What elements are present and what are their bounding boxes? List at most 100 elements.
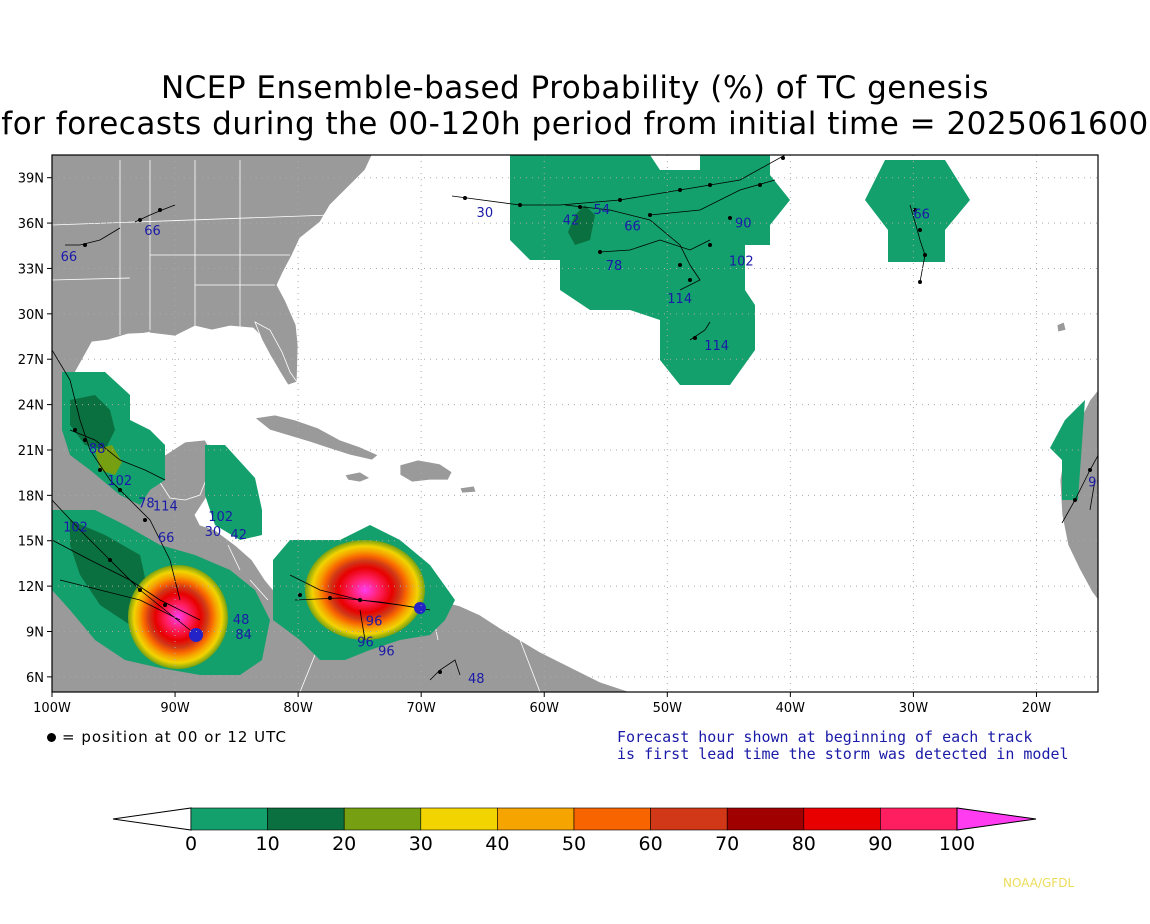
colorbar-label: 20 bbox=[332, 833, 356, 855]
colorbar-swatch bbox=[650, 807, 728, 831]
forecast-hour-label: 48 bbox=[233, 613, 250, 628]
lat-label: 27N bbox=[18, 353, 44, 368]
lat-label: 21N bbox=[18, 444, 44, 459]
forecast-hour-label: 66 bbox=[624, 220, 641, 235]
position-dot bbox=[118, 488, 122, 492]
position-dot bbox=[918, 228, 922, 232]
position-dot bbox=[708, 243, 712, 247]
position-dot bbox=[678, 263, 682, 267]
position-dot bbox=[138, 218, 142, 222]
forecast-hour-label: 96 bbox=[357, 636, 374, 651]
forecast-hour-label: 66 bbox=[913, 208, 930, 223]
colorbar-label: 50 bbox=[562, 833, 586, 855]
colorbar-label: 90 bbox=[868, 833, 892, 855]
forecast-hour-label: 42 bbox=[563, 214, 580, 229]
position-dot bbox=[693, 336, 697, 340]
colorbar-swatch bbox=[343, 807, 422, 831]
track-sa-1 bbox=[429, 659, 461, 681]
track-positions bbox=[73, 156, 1092, 674]
colorbar: 0 10 20 30 40 50 60 70 80 90 100 bbox=[112, 807, 1037, 855]
forecast-hour-label: 48 bbox=[468, 672, 485, 687]
colorbar-swatch bbox=[190, 807, 268, 831]
forecast-note-line2: is first lead time the storm was detecte… bbox=[617, 745, 1069, 763]
lat-label: 9N bbox=[26, 625, 44, 640]
position-dot bbox=[923, 253, 927, 257]
position-dot bbox=[688, 278, 692, 282]
land-puerto-rico bbox=[459, 485, 477, 494]
land-jamaica bbox=[344, 471, 371, 483]
prob-region-atlantic-dark bbox=[568, 205, 595, 245]
track-us-1 bbox=[134, 204, 176, 223]
track-car-3 bbox=[359, 609, 366, 641]
colorbar-swatch bbox=[803, 807, 881, 831]
track-atl-2 bbox=[564, 204, 701, 291]
forecast-hour-label: 84 bbox=[235, 628, 252, 643]
track-pac-3 bbox=[59, 579, 181, 621]
prob-region-belize bbox=[205, 445, 262, 540]
position-dot bbox=[578, 205, 582, 209]
track-afr-2 bbox=[1089, 479, 1096, 511]
map-title-line2: for forecasts during the 00-120h period … bbox=[1, 106, 1149, 142]
forecast-hour-label: 90 bbox=[1088, 475, 1105, 490]
position-dot bbox=[598, 250, 602, 254]
track-atl-6 bbox=[909, 204, 926, 283]
lon-label: 70W bbox=[406, 701, 436, 716]
track-us-2 bbox=[65, 227, 121, 246]
forecast-hour-label: 42 bbox=[230, 528, 247, 543]
forecast-hour-label: 114 bbox=[153, 499, 178, 514]
forecast-hour-label: 66 bbox=[144, 224, 161, 239]
position-dot bbox=[98, 468, 102, 472]
position-dot bbox=[913, 208, 917, 212]
lon-label: 80W bbox=[283, 701, 313, 716]
prob-hotspot-caribbean bbox=[305, 540, 425, 640]
track-afr-1 bbox=[1061, 454, 1098, 524]
lon-label: 20W bbox=[1022, 701, 1052, 716]
colorbar-swatch bbox=[497, 807, 575, 831]
lat-label: 6N bbox=[26, 671, 44, 686]
colorbar-swatch bbox=[726, 807, 805, 831]
lat-label: 24N bbox=[18, 399, 44, 414]
colorbar-label: 60 bbox=[639, 833, 663, 855]
prob-region-pacific-dark bbox=[70, 520, 150, 625]
position-dot bbox=[328, 596, 332, 600]
land-canary bbox=[1056, 321, 1067, 333]
position-dot bbox=[1088, 468, 1092, 472]
position-dot bbox=[781, 156, 785, 160]
track-gom-2 bbox=[69, 429, 166, 481]
forecast-hour-label: 96 bbox=[378, 645, 395, 660]
colorbar-swatch bbox=[267, 807, 345, 831]
position-dot bbox=[83, 438, 87, 442]
lat-label: 33N bbox=[18, 262, 44, 277]
position-dot bbox=[158, 208, 162, 212]
forecast-hour-label: 30 bbox=[205, 525, 222, 540]
prob-region-africa bbox=[1050, 400, 1085, 500]
lon-label: 60W bbox=[530, 701, 560, 716]
forecast-hour-label: 114 bbox=[667, 292, 692, 307]
lat-label: 39N bbox=[18, 172, 44, 187]
forecast-hour-label: 78 bbox=[606, 259, 623, 274]
forecast-hour-label: 102 bbox=[208, 510, 233, 525]
colorbar-label: 30 bbox=[409, 833, 433, 855]
lat-label: 15N bbox=[18, 535, 44, 550]
track-pac-2 bbox=[52, 539, 201, 621]
noaa-gfdl-credit: NOAA/GFDL bbox=[1003, 876, 1075, 890]
position-dot bbox=[163, 603, 167, 607]
position-legend: = position at 00 or 12 UTC bbox=[47, 728, 287, 746]
forecast-hour-label: 102 bbox=[729, 254, 754, 269]
forecast-hour-label: 102 bbox=[63, 521, 88, 536]
prob-region-gulf-dark bbox=[70, 395, 115, 450]
forecast-hour-label: 88 bbox=[89, 442, 106, 457]
position-dot bbox=[143, 518, 147, 522]
prob-hotspot-pacific bbox=[128, 565, 228, 669]
position-dot bbox=[758, 183, 762, 187]
map-frame bbox=[51, 154, 1099, 693]
position-dot bbox=[618, 198, 622, 202]
colorbar-label: 0 bbox=[185, 833, 197, 855]
track-gom-1 bbox=[52, 349, 181, 601]
lon-label: 50W bbox=[653, 701, 683, 716]
position-dot bbox=[708, 183, 712, 187]
position-dot bbox=[414, 602, 426, 614]
colorbar-label: 40 bbox=[485, 833, 509, 855]
lon-label: 90W bbox=[160, 701, 190, 716]
